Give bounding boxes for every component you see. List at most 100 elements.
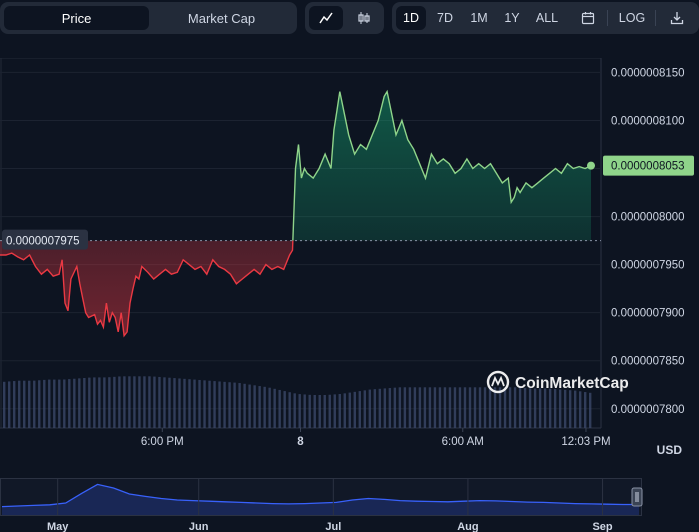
y-axis: 0.0000008150 0.0000008100 0.0000008000 0.00… [611,67,685,415]
volume-bar [103,377,106,428]
volume-bar [363,390,367,428]
volume-bar [23,380,26,428]
volume-bar [228,382,231,428]
navigator-svg[interactable]: May Jun Jul Aug Sep [0,478,699,532]
navigator-tick-label: Aug [457,521,478,532]
price-chart[interactable]: 0.0000007975 0.0000008053 CoinMarketCap 0.… [0,57,699,458]
volume-bar [288,392,291,428]
tab-market-cap[interactable]: Market Cap [187,10,256,26]
volume-bar [353,391,356,428]
line-chart-button[interactable] [309,6,343,30]
volume-bar [318,395,321,428]
volume-bar [213,381,216,428]
volume-bar [468,387,472,428]
volume-bar [273,388,276,428]
volume-bar [48,379,51,428]
calendar-icon [581,12,595,25]
toolbar-divider [655,10,656,26]
volume-bar [93,377,96,428]
volume-bar [133,376,136,428]
tab-price[interactable]: Price [4,6,149,30]
download-button[interactable] [662,6,692,30]
current-price-dot [587,161,595,170]
currency-label: USD [657,443,683,457]
volume-bar [193,379,196,428]
download-icon [670,12,684,25]
volume-bar [178,378,181,428]
volume-bar [348,392,351,428]
candlestick-icon [358,12,370,24]
price-line-down [0,240,294,338]
volume-bar [313,395,316,428]
navigator-frame [0,478,642,516]
range-1m-button[interactable]: 1M [470,11,488,25]
volume-bar [253,385,256,428]
volume-bar [508,387,512,428]
volume-bar [208,380,211,428]
volume-bar [398,387,402,428]
range-1d-button[interactable]: 1D [396,6,426,30]
volume-bar [343,393,346,428]
x-axis: 6:00 PM 8 6:00 AM 12:03 PM USD [141,428,682,457]
volume-bar [233,382,236,428]
volume-bar [408,387,412,428]
range-navigator[interactable]: May Jun Jul Aug Sep [0,478,699,532]
volume-bar [578,391,582,428]
y-tick-label: 0.0000007950 [611,260,685,272]
volume-bar [293,393,296,428]
volume-bar [433,387,437,428]
range-1y-button[interactable]: 1Y [504,11,520,25]
navigator-tick-label: Sep [592,521,612,532]
volume-bar [83,377,86,428]
y-tick-label: 0.0000008000 [611,212,685,224]
log-scale-button[interactable]: LOG [618,11,646,25]
volume-bars [3,376,592,428]
range-all-button[interactable]: ALL [535,11,559,25]
navigator-area [2,484,639,515]
volume-bar [553,389,557,428]
volume-bar [488,387,492,428]
calendar-button[interactable] [574,6,602,30]
volume-bar [478,387,482,428]
navigator-handle[interactable] [631,487,643,507]
volume-bar [368,389,372,428]
volume-bar [283,391,286,428]
volume-bar [118,376,121,428]
volume-bar [108,377,111,428]
range-7d-button[interactable]: 7D [437,11,453,25]
volume-bar [53,379,56,428]
reference-price-badge [2,229,88,250]
metric-tab-group: Price Market Cap [0,2,297,34]
volume-bar [333,394,336,428]
volume-bar [303,394,306,428]
price-area-fill [0,91,591,336]
volume-bar [548,388,552,428]
volume-bar [33,380,36,428]
navigator-tick-label: Jul [325,521,341,532]
y-tick-label: 0.0000007800 [611,404,685,416]
volume-bar [328,394,331,428]
volume-bar [503,387,507,428]
reference-price-label: 0.0000007975 [6,236,80,248]
volume-bar [298,394,301,428]
navigator-tick-label: Jun [189,521,209,532]
volume-bar [8,381,11,428]
volume-bar [543,388,547,428]
navigator-tick-label: May [47,521,69,532]
volume-bar [513,387,517,428]
volume-bar [523,387,527,428]
volume-bar [483,387,487,428]
volume-bar [418,387,422,428]
volume-bar [308,394,311,428]
volume-bar [98,377,101,428]
volume-bar [493,387,497,428]
volume-bar [518,387,522,428]
volume-bar [28,380,31,428]
candlestick-button[interactable] [347,6,381,30]
watermark-text: CoinMarketCap [515,375,629,392]
volume-bar [148,376,151,428]
volume-bar [558,389,562,428]
volume-bar [463,387,467,428]
current-price-label: 0.0000008053 [611,161,685,173]
price-chart-svg[interactable]: 0.0000007975 0.0000008053 CoinMarketCap 0.… [0,57,699,458]
